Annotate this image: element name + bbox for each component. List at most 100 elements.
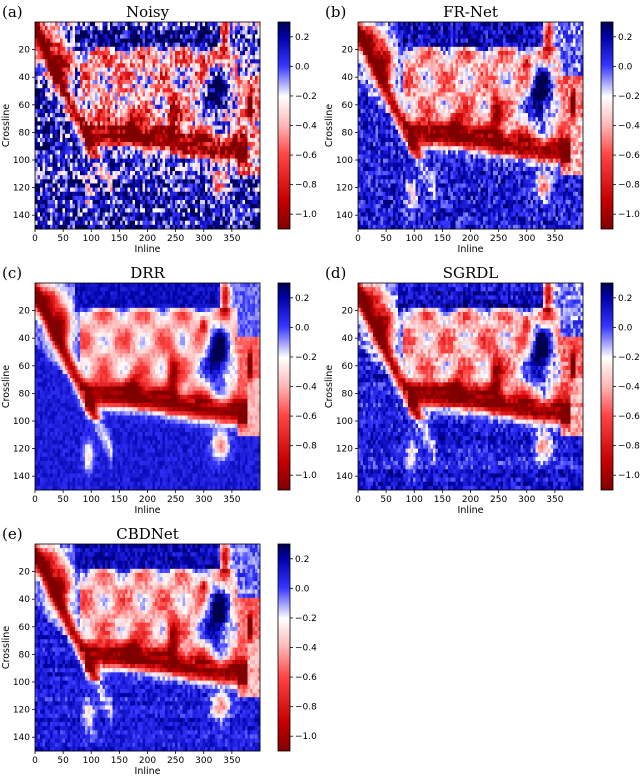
heatmap-cell xyxy=(80,105,83,109)
heatmap-cell xyxy=(90,88,93,92)
heatmap-cell xyxy=(73,142,76,146)
heatmap-cell xyxy=(153,88,156,92)
heatmap-cell xyxy=(421,30,424,34)
heatmap-cell xyxy=(78,221,81,225)
heatmap-cell xyxy=(45,92,48,96)
heatmap-cell xyxy=(60,146,63,150)
heatmap-cell xyxy=(195,63,198,67)
heatmap-cell xyxy=(65,171,68,175)
heatmap-cell xyxy=(188,47,191,51)
heatmap-cell xyxy=(205,154,208,158)
heatmap-cell xyxy=(95,26,98,30)
heatmap-cell xyxy=(128,154,131,158)
heatmap-cell xyxy=(248,150,251,154)
heatmap-cell xyxy=(198,26,201,30)
heatmap-cell xyxy=(63,80,66,84)
heatmap-cell xyxy=(250,105,253,109)
heatmap-cell xyxy=(130,175,133,179)
heatmap-cell xyxy=(63,113,66,117)
heatmap-cell xyxy=(160,39,163,43)
heatmap-cell xyxy=(80,121,83,125)
heatmap-cell xyxy=(95,92,98,96)
heatmap-cell xyxy=(576,22,579,26)
heatmap-cell xyxy=(95,163,98,167)
heatmap-cell xyxy=(158,217,161,221)
heatmap-cell xyxy=(113,88,116,92)
heatmap-cell xyxy=(220,84,223,88)
heatmap-cell xyxy=(98,146,101,150)
heatmap-cell xyxy=(205,34,208,38)
heatmap-cell xyxy=(133,159,136,163)
heatmap-cell xyxy=(128,167,131,171)
heatmap-cell xyxy=(175,88,178,92)
heatmap-cell xyxy=(73,26,76,30)
heatmap-cell xyxy=(188,163,191,167)
heatmap-cell xyxy=(511,34,514,38)
heatmap-cell xyxy=(113,47,116,51)
heatmap-cell xyxy=(50,63,53,67)
heatmap-cell xyxy=(158,171,161,175)
heatmap-cell xyxy=(175,113,178,117)
heatmap-cell xyxy=(185,34,188,38)
heatmap-cell xyxy=(158,208,161,212)
heatmap-cell xyxy=(103,212,106,216)
heatmap-cell xyxy=(233,217,236,221)
heatmap-cell xyxy=(50,212,53,216)
heatmap-cell xyxy=(496,39,499,43)
heatmap-cell xyxy=(83,72,86,76)
heatmap-cell xyxy=(521,26,524,30)
heatmap-cell xyxy=(108,109,111,113)
heatmap-cell xyxy=(248,159,251,163)
heatmap-cell xyxy=(210,200,213,204)
heatmap-cell xyxy=(250,80,253,84)
heatmap-cell xyxy=(118,117,121,121)
heatmap-cell xyxy=(100,39,103,43)
heatmap-cell xyxy=(120,55,123,59)
heatmap-cell xyxy=(491,22,494,26)
heatmap-cell xyxy=(128,208,131,212)
heatmap-cell xyxy=(158,142,161,146)
heatmap-cell xyxy=(170,167,173,171)
heatmap-cell xyxy=(255,109,258,113)
heatmap-cell xyxy=(193,76,196,80)
heatmap-cell xyxy=(70,154,73,158)
heatmap-cell xyxy=(160,26,163,30)
heatmap-cell xyxy=(185,212,188,216)
heatmap-cell xyxy=(255,30,258,34)
heatmap-cell xyxy=(90,43,93,47)
heatmap-cell xyxy=(213,167,216,171)
heatmap-cell xyxy=(118,105,121,109)
heatmap-cell xyxy=(205,146,208,150)
heatmap-cell xyxy=(78,217,81,221)
heatmap-cell xyxy=(225,84,228,88)
heatmap-cell xyxy=(253,59,256,63)
heatmap-cell xyxy=(373,30,376,34)
heatmap-cell xyxy=(93,88,96,92)
heatmap-cell xyxy=(40,150,43,154)
heatmap-cell xyxy=(130,101,133,105)
heatmap-cell xyxy=(363,39,366,43)
heatmap-cell xyxy=(208,126,211,130)
heatmap-cell xyxy=(125,101,128,105)
heatmap-cell xyxy=(190,179,193,183)
heatmap-cell xyxy=(58,51,61,55)
heatmap-cell xyxy=(243,167,246,171)
heatmap-cell xyxy=(228,101,231,105)
heatmap-cell xyxy=(140,196,143,200)
heatmap-cell xyxy=(553,30,556,34)
heatmap-cell xyxy=(58,88,61,92)
heatmap-cell xyxy=(105,192,108,196)
heatmap-cell xyxy=(45,175,48,179)
heatmap-cell xyxy=(253,101,256,105)
heatmap-cell xyxy=(230,217,233,221)
heatmap-cell xyxy=(170,92,173,96)
heatmap-cell xyxy=(185,183,188,187)
heatmap-cell xyxy=(113,159,116,163)
heatmap-cell xyxy=(135,68,138,72)
heatmap-cell xyxy=(453,34,456,38)
heatmap-cell xyxy=(238,109,241,113)
heatmap-cell xyxy=(160,179,163,183)
heatmap-cell xyxy=(53,134,56,138)
heatmap-cell xyxy=(223,183,226,187)
heatmap-cell xyxy=(100,92,103,96)
